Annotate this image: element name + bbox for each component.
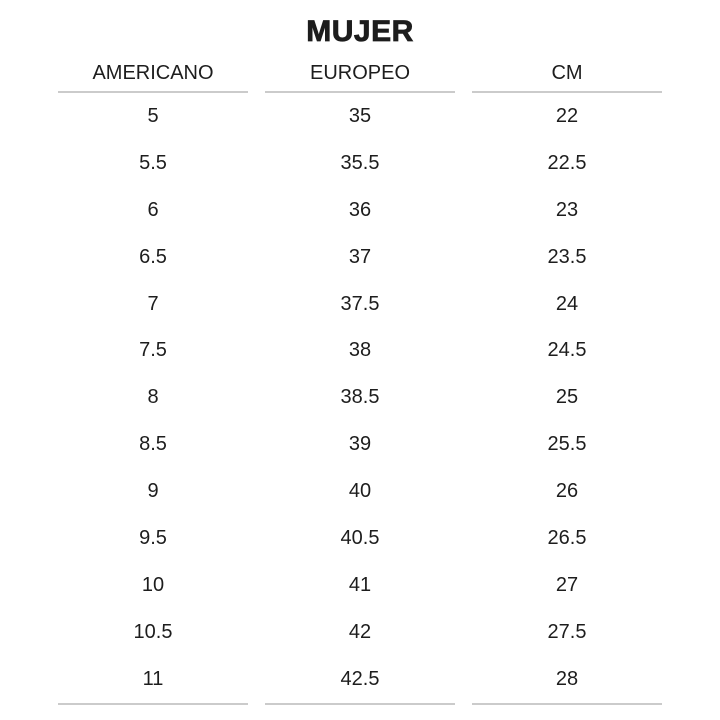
cell-cm: 28 bbox=[555, 667, 579, 690]
table-bottom-rule bbox=[58, 702, 662, 705]
cell-europeo: 37 bbox=[348, 245, 372, 268]
cell-americano: 7 bbox=[147, 292, 159, 315]
table-header-row: AMERICANO EUROPEO CM bbox=[58, 63, 662, 93]
cell-americano: 6.5 bbox=[139, 245, 167, 268]
column-header-cm: CM bbox=[472, 63, 662, 93]
cell-europeo: 39 bbox=[348, 433, 372, 456]
cell-europeo: 40 bbox=[348, 480, 372, 503]
cell-europeo: 38.5 bbox=[340, 386, 380, 409]
cell-americano: 8.5 bbox=[139, 433, 167, 456]
size-chart-title: MUJER bbox=[306, 15, 414, 49]
table-body: 5 35 22 5.5 35.5 22.5 6 36 23 6.5 37 23.5 7 37.5 24 7.5… bbox=[58, 93, 662, 703]
cell-cm: 22 bbox=[555, 104, 579, 127]
cell-europeo: 35.5 bbox=[340, 151, 380, 174]
cell-americano: 11 bbox=[142, 667, 164, 690]
cell-americano: 9.5 bbox=[139, 526, 167, 549]
bottom-rule-cm bbox=[472, 702, 662, 705]
cell-cm: 27.5 bbox=[547, 620, 587, 643]
cell-cm: 27 bbox=[555, 573, 579, 596]
cell-americano: 10 bbox=[141, 573, 165, 596]
cell-europeo: 36 bbox=[348, 198, 372, 221]
cell-cm: 22.5 bbox=[547, 151, 587, 174]
cell-europeo: 37.5 bbox=[340, 292, 380, 315]
cell-cm: 25.5 bbox=[547, 433, 587, 456]
cell-americano: 5.5 bbox=[139, 151, 167, 174]
cell-americano: 9 bbox=[147, 480, 159, 503]
cell-americano: 7.5 bbox=[139, 339, 167, 362]
cell-americano: 8 bbox=[147, 386, 159, 409]
cell-americano: 6 bbox=[147, 198, 159, 221]
cell-cm: 24 bbox=[555, 292, 579, 315]
bottom-rule-europeo bbox=[265, 702, 455, 705]
cell-americano: 10.5 bbox=[133, 620, 173, 643]
size-conversion-table: AMERICANO EUROPEO CM 5 35 22 5.5 35.5 22.5 6 36… bbox=[58, 63, 662, 705]
cell-americano: 5 bbox=[147, 104, 159, 127]
cell-cm: 25 bbox=[555, 386, 579, 409]
cell-europeo: 42 bbox=[348, 620, 372, 643]
cell-europeo: 40.5 bbox=[340, 526, 380, 549]
cell-cm: 26.5 bbox=[547, 526, 587, 549]
column-header-americano: AMERICANO bbox=[58, 63, 248, 93]
cell-cm: 24.5 bbox=[547, 339, 587, 362]
cell-europeo: 38 bbox=[348, 339, 372, 362]
bottom-rule-americano bbox=[58, 702, 248, 705]
cell-europeo: 42.5 bbox=[340, 667, 380, 690]
cell-europeo: 41 bbox=[348, 573, 372, 596]
cell-cm: 23.5 bbox=[547, 245, 587, 268]
cell-cm: 23 bbox=[555, 198, 579, 221]
column-header-europeo: EUROPEO bbox=[265, 63, 455, 93]
cell-cm: 26 bbox=[555, 480, 579, 503]
cell-europeo: 35 bbox=[348, 104, 372, 127]
